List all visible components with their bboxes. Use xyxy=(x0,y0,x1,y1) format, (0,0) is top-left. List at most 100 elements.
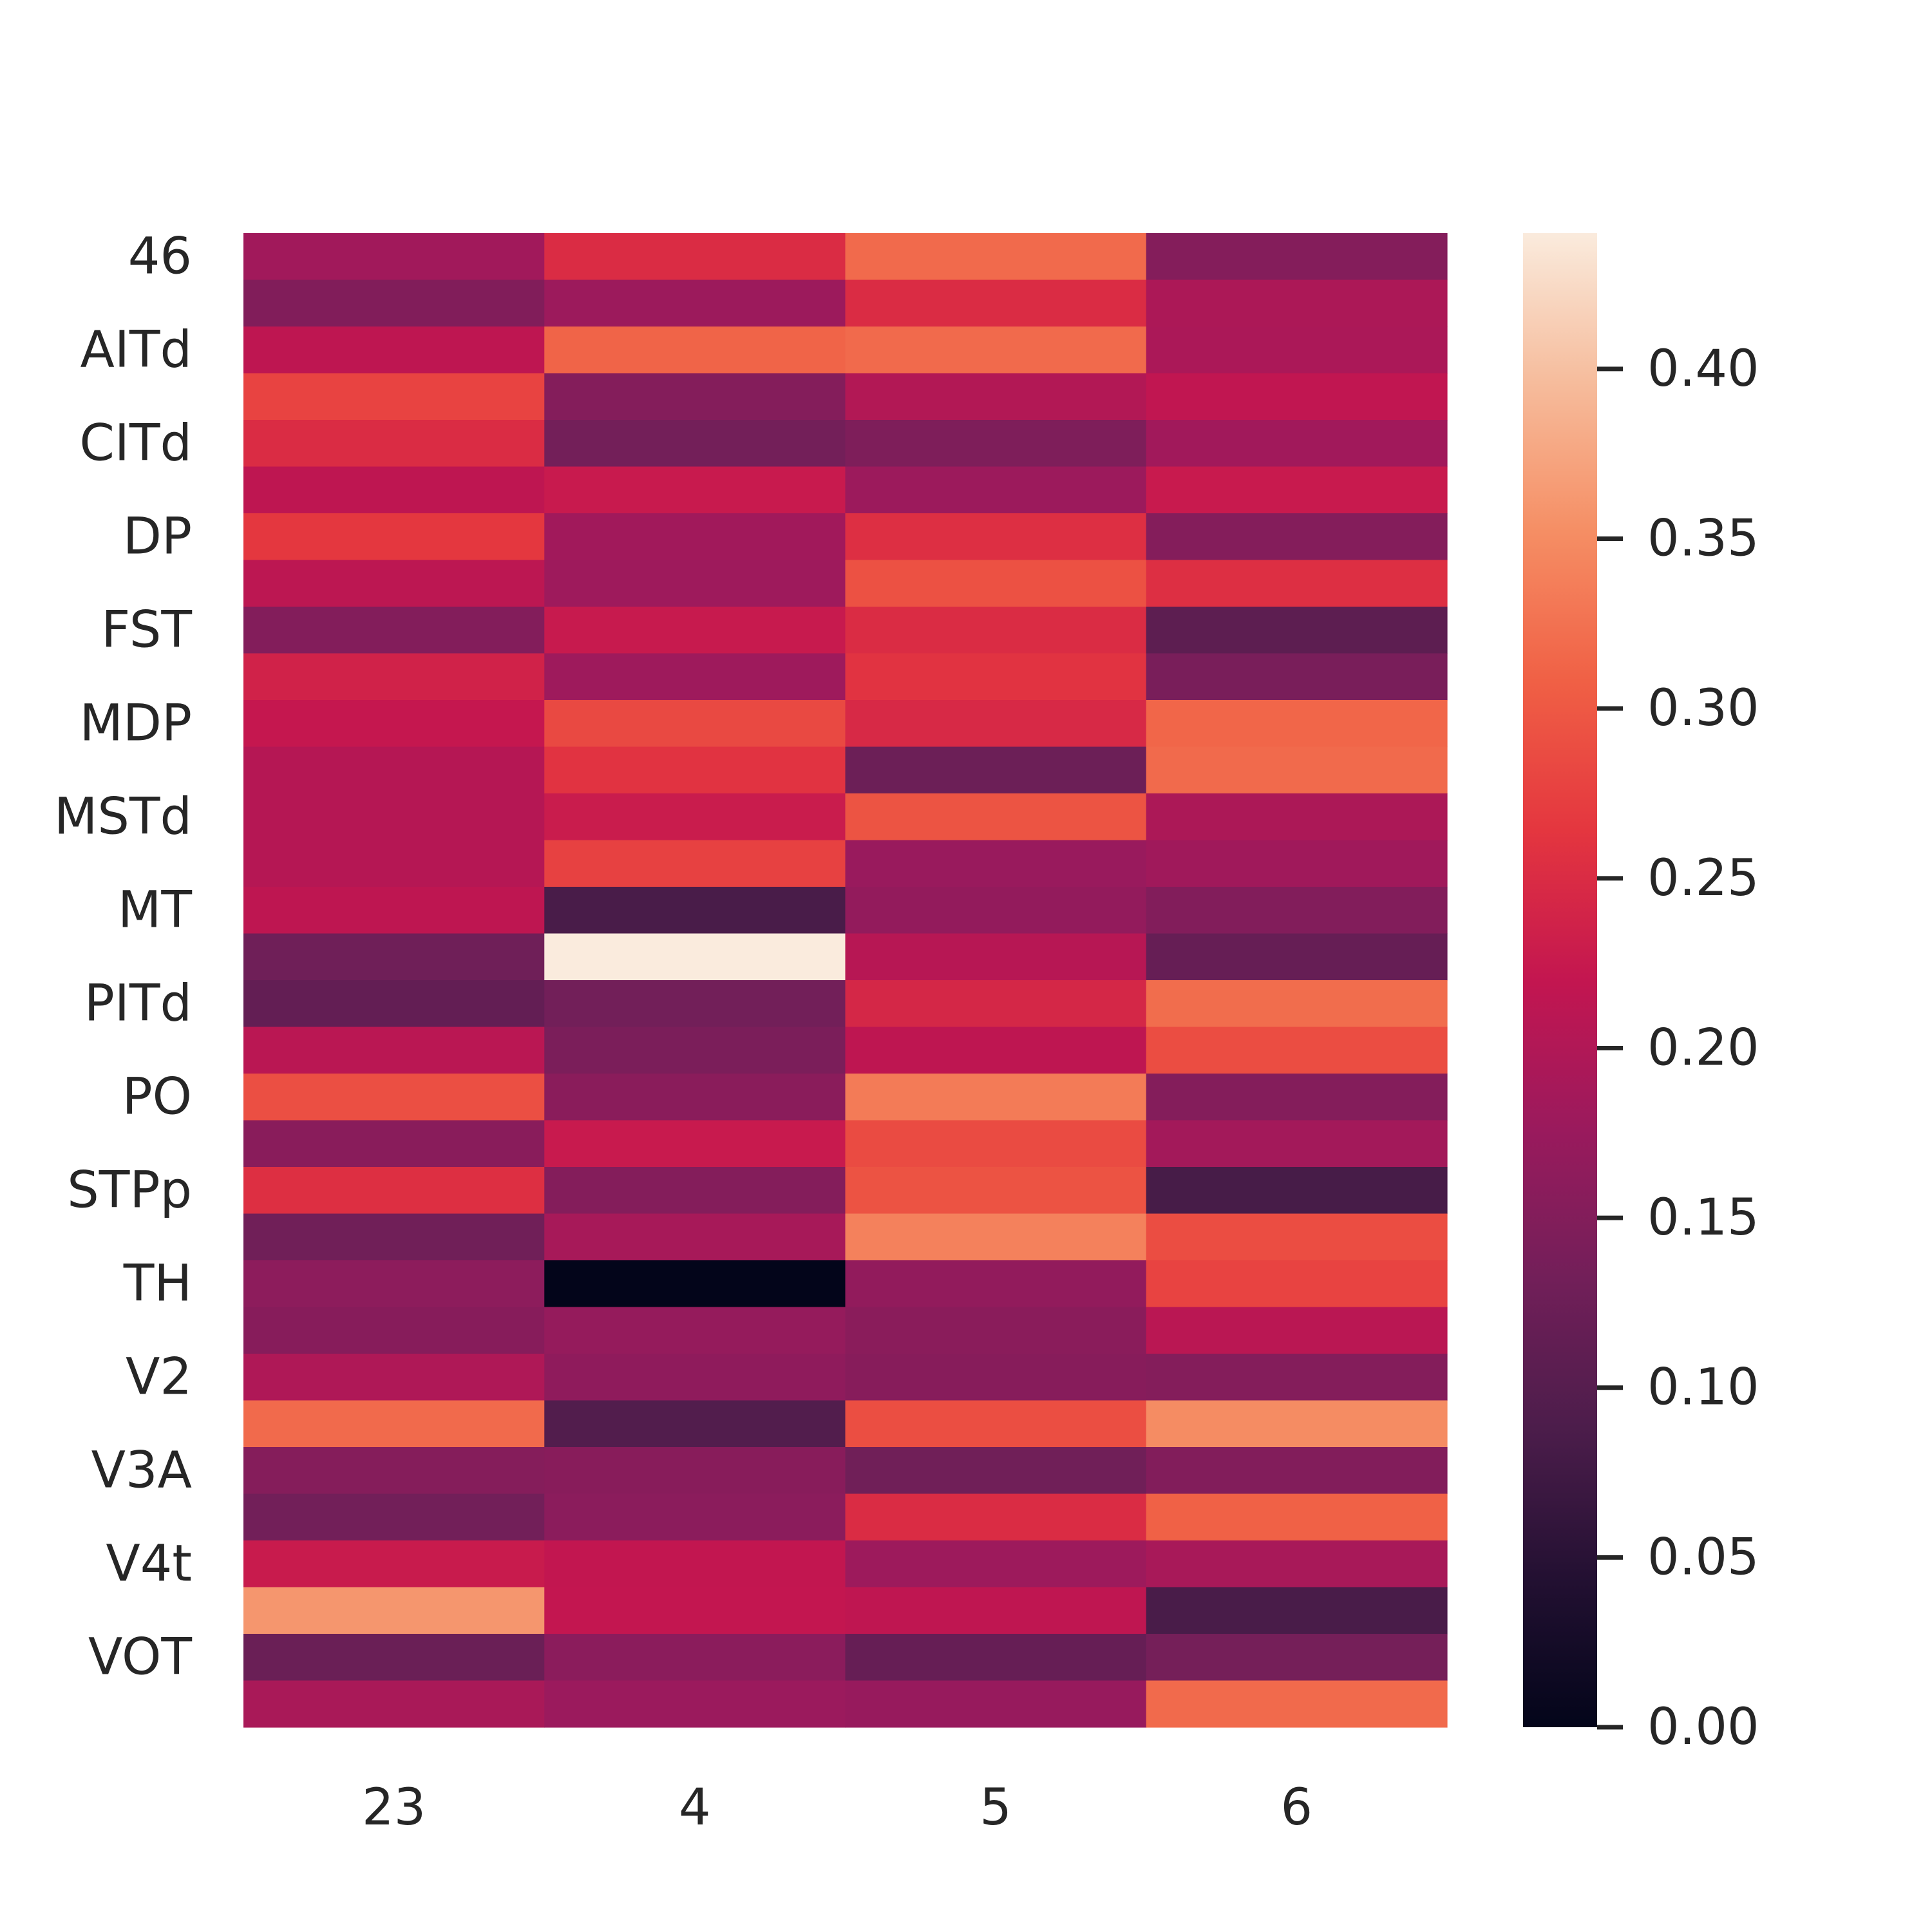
heatmap-cell xyxy=(243,1634,545,1681)
heatmap-cell xyxy=(243,420,545,468)
heatmap-cell xyxy=(1146,1540,1448,1588)
row-tick-label: DP xyxy=(123,507,192,565)
colorbar-tick-label: 0.40 xyxy=(1647,340,1759,398)
heatmap-cell xyxy=(544,1260,846,1308)
heatmap-cell xyxy=(1146,887,1448,934)
heatmap-cell xyxy=(1146,1027,1448,1074)
heatmap-cell xyxy=(544,466,846,514)
heatmap-cell xyxy=(243,373,545,421)
heatmap-cell xyxy=(544,1213,846,1261)
heatmap-cell xyxy=(544,327,846,374)
heatmap-cell xyxy=(845,980,1147,1028)
heatmap-cell xyxy=(1146,1680,1448,1728)
colorbar-gradient xyxy=(1523,233,1597,1727)
heatmap-cell xyxy=(1146,607,1448,654)
heatmap-cell xyxy=(845,279,1147,327)
heatmap-cell xyxy=(243,513,545,561)
row-tick-label: MT xyxy=(118,881,192,939)
heatmap-cell xyxy=(1146,840,1448,887)
colorbar: 0.00 0.05 0.10 0.15 0.20 0.25 0.30 0.35 0.40 xyxy=(1523,233,1759,1756)
heatmap-cell xyxy=(1146,1307,1448,1354)
heatmap-cell xyxy=(845,1540,1147,1588)
heatmap-cell xyxy=(845,1400,1147,1448)
heatmap-cell xyxy=(1146,1587,1448,1634)
heatmap-cell xyxy=(544,1587,846,1634)
heatmap-cell xyxy=(845,653,1147,701)
heatmap-cell xyxy=(544,420,846,468)
heatmap-cell xyxy=(845,700,1147,748)
heatmap-cell xyxy=(243,1307,545,1354)
heatmap-cell xyxy=(243,1680,545,1728)
colorbar-tick-label: 0.25 xyxy=(1647,849,1759,907)
heatmap-cell xyxy=(544,1680,846,1728)
heatmap-cell xyxy=(243,1260,545,1308)
heatmap-cell xyxy=(243,1167,545,1215)
heatmap-cell xyxy=(1146,1120,1448,1168)
heatmap-cell xyxy=(243,700,545,748)
heatmap-cell xyxy=(243,607,545,654)
heatmap-cell xyxy=(1146,327,1448,374)
heatmap-cell xyxy=(845,1587,1147,1634)
heatmap-cell xyxy=(1146,1447,1448,1495)
heatmap-cell xyxy=(243,466,545,514)
heatmap-cell xyxy=(1146,700,1448,748)
heatmap-cell xyxy=(243,560,545,607)
column-tick-label: 4 xyxy=(679,1779,711,1837)
heatmap-cell xyxy=(1146,513,1448,561)
heatmap-cell xyxy=(845,1213,1147,1261)
heatmap-cell xyxy=(1146,233,1448,281)
heatmap-cell xyxy=(544,279,846,327)
heatmap-cell xyxy=(845,1354,1147,1401)
heatmap-cell xyxy=(544,373,846,421)
column-tick-labels: 23 4 5 6 xyxy=(362,1779,1312,1837)
row-tick-label: AITd xyxy=(80,321,192,379)
heatmap-cell xyxy=(845,1120,1147,1168)
row-tick-label: V4t xyxy=(106,1535,192,1593)
heatmap-cell xyxy=(544,1074,846,1121)
heatmap-cell xyxy=(544,1493,846,1541)
heatmap-cell xyxy=(243,1074,545,1121)
heatmap-cell xyxy=(845,1680,1147,1728)
row-tick-label: CITd xyxy=(79,414,192,472)
heatmap-cell xyxy=(1146,420,1448,468)
heatmap-cell xyxy=(243,980,545,1028)
row-tick-label: 46 xyxy=(128,227,192,285)
row-tick-label: MSTd xyxy=(54,788,192,846)
heatmap-cell xyxy=(1146,279,1448,327)
heatmap-cell xyxy=(845,1167,1147,1215)
heatmap-cell xyxy=(544,1354,846,1401)
heatmap-cell xyxy=(243,1354,545,1401)
colorbar-tick-label: 0.30 xyxy=(1647,679,1759,737)
row-tick-label: MDP xyxy=(80,694,192,752)
heatmap-cell xyxy=(544,793,846,841)
heatmap-cell xyxy=(845,1074,1147,1121)
row-tick-label: PITd xyxy=(84,974,192,1032)
row-tick-label: TH xyxy=(123,1255,192,1312)
heatmap-cell xyxy=(544,980,846,1028)
row-tick-label: V2 xyxy=(126,1348,192,1406)
heatmap-cell xyxy=(544,933,846,981)
colorbar-ticks: 0.00 0.05 0.10 0.15 0.20 0.25 0.30 0.35 0.40 xyxy=(1597,340,1759,1756)
heatmap-cell xyxy=(1146,1400,1448,1448)
heatmap-cell xyxy=(544,1120,846,1168)
heatmap-cell xyxy=(243,1540,545,1588)
heatmap-cell xyxy=(845,933,1147,981)
heatmap-cell xyxy=(845,887,1147,934)
heatmap-cell xyxy=(544,700,846,748)
heatmap-cell xyxy=(845,793,1147,841)
heatmap-cell xyxy=(544,1447,846,1495)
colorbar-tick-label: 0.10 xyxy=(1647,1359,1759,1417)
heatmap-cell xyxy=(1146,933,1448,981)
heatmap-cell xyxy=(544,746,846,794)
heatmap-cell xyxy=(544,1307,846,1354)
heatmap-cell xyxy=(1146,793,1448,841)
heatmap-cell xyxy=(243,1213,545,1261)
heatmap-cell xyxy=(1146,466,1448,514)
heatmap-cell xyxy=(544,560,846,607)
heatmap-cell xyxy=(243,1400,545,1448)
column-tick-label: 23 xyxy=(362,1779,426,1837)
heatmap-cell xyxy=(1146,653,1448,701)
colorbar-tick-label: 0.20 xyxy=(1647,1019,1759,1077)
heatmap-cell xyxy=(544,1027,846,1074)
